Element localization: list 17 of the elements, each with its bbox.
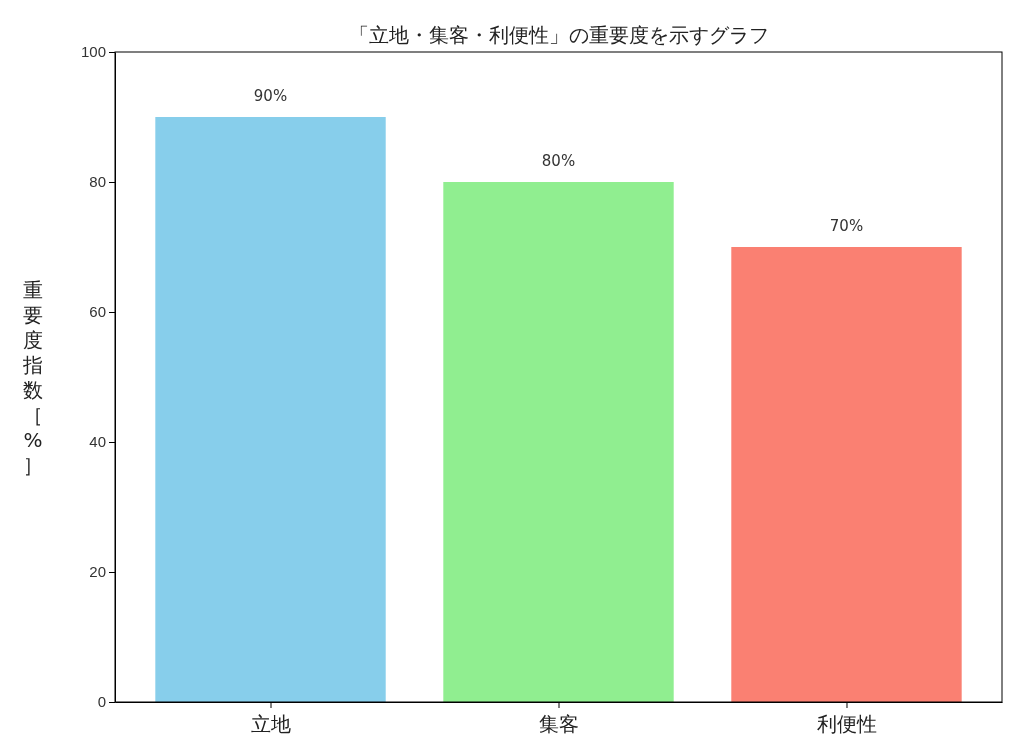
y-tick-label: 20	[89, 563, 106, 581]
y-axis-title: 重要度指数［%］	[22, 277, 43, 477]
data-label: 70%	[829, 217, 864, 235]
y-tick-label: 60	[89, 303, 106, 321]
data-label: 80%	[541, 152, 576, 170]
bar	[155, 117, 386, 702]
bar	[731, 247, 962, 702]
chart-title: 「立地・集客・利便性」の重要度を示すグラフ	[348, 23, 769, 47]
x-tick-label: 利便性	[816, 713, 877, 735]
y-tick-label: 40	[89, 433, 106, 451]
x-tick-label: 立地	[251, 713, 292, 735]
y-tick-label: 80	[89, 173, 106, 191]
x-tick-label: 集客	[539, 713, 579, 735]
y-tick-label: 0	[97, 693, 106, 711]
bar	[443, 182, 674, 702]
y-tick-label: 100	[80, 43, 106, 61]
data-label: 90%	[253, 87, 288, 105]
